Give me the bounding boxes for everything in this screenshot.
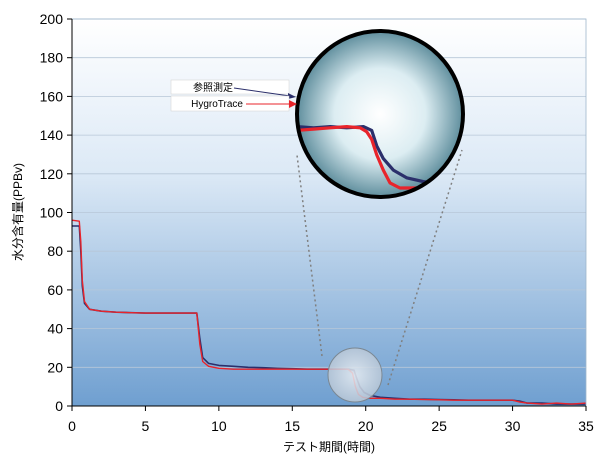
legend-label-reference: 参照測定 (193, 81, 233, 94)
legend: 参照測定 HygroTrace (170, 79, 297, 112)
legend-arrowhead-hygrotrace (289, 100, 297, 108)
x-tick-label: 25 (431, 418, 447, 434)
zoom-lens (295, 29, 465, 199)
legend-item-hygrotrace: HygroTrace (170, 95, 297, 112)
x-tick-label: 10 (211, 418, 227, 434)
x-tick-label: 15 (284, 418, 300, 434)
legend-arrowhead-reference (288, 93, 296, 99)
y-tick-label: 60 (47, 282, 63, 298)
x-tick-label: 35 (578, 418, 594, 434)
legend-pointer-reference (233, 87, 291, 97)
y-tick-label: 140 (40, 127, 64, 143)
legend-item-reference: 参照測定 (170, 79, 296, 99)
y-tick-label: 20 (47, 359, 63, 375)
x-axis-title: テスト期間(時間) (283, 440, 375, 454)
y-axis-title: 水分含有量(PPBv) (10, 163, 25, 261)
y-tick-label: 200 (40, 11, 64, 27)
zoom-source-circle (327, 347, 383, 403)
series-line-hygrotrace (71, 219, 587, 405)
series-layer (71, 219, 587, 405)
legend-label-hygrotrace: HygroTrace (191, 99, 243, 110)
y-tick-label: 100 (40, 205, 64, 221)
x-axis-ticks: 0 5 10 15 20 25 30 35 (68, 406, 594, 434)
y-tick-label: 120 (40, 166, 64, 182)
y-axis-ticks: 0 20 40 60 80 100 120 140 160 180 200 (40, 11, 72, 414)
y-tick-label: 160 (40, 88, 64, 104)
x-tick-label: 30 (505, 418, 521, 434)
y-tick-label: 80 (47, 243, 63, 259)
zoom-connector-right (387, 149, 463, 386)
x-tick-label: 5 (142, 418, 150, 434)
zoom-connector-left (296, 154, 323, 357)
x-tick-label: 20 (358, 418, 374, 434)
y-tick-label: 0 (55, 398, 63, 414)
y-tick-label: 40 (47, 321, 63, 337)
x-tick-label: 0 (68, 418, 76, 434)
y-tick-label: 180 (40, 50, 64, 66)
